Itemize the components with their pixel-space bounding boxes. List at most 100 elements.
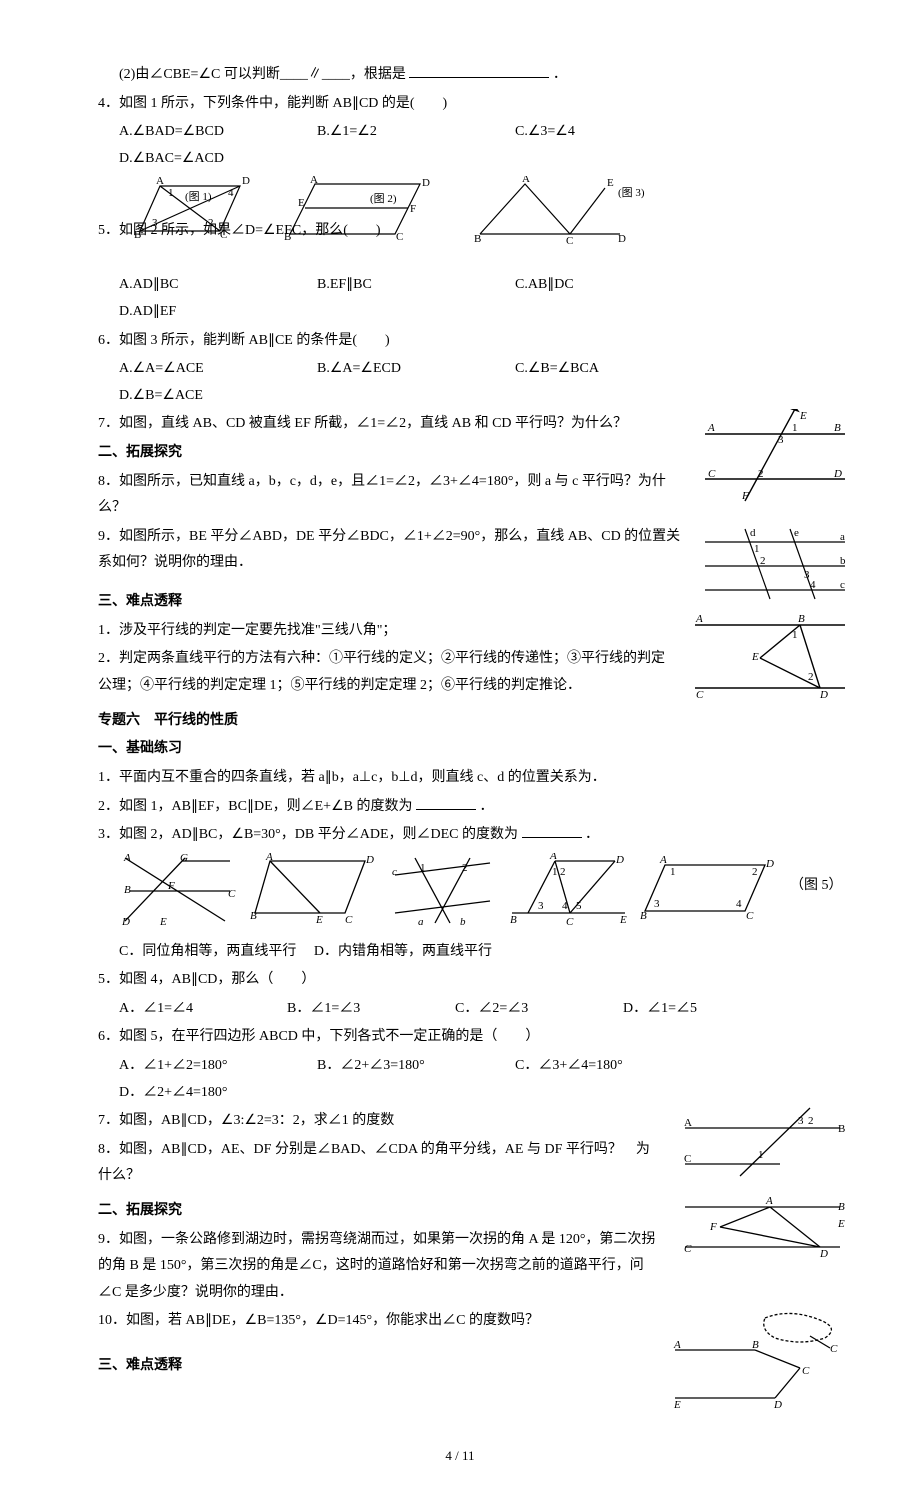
svg-text:A: A — [765, 1195, 773, 1207]
svg-text:B: B — [834, 422, 841, 434]
q3-sub2-tail: ． — [553, 67, 567, 82]
p1: 1．平面内互不重合的四条直线，若 a∥b，a⊥c，b⊥d，则直线 c、d 的位置… — [70, 765, 850, 792]
svg-text:4: 4 — [810, 579, 816, 591]
q4-opt-d: D.∠BAC=∠ACD — [119, 146, 269, 173]
svg-text:A: A — [310, 176, 318, 186]
p9: 9．如图，一条公路修到湖边时，需拐弯绕湖而过，如果第一次拐的角 A 是 120°… — [70, 1227, 658, 1307]
svg-text:A: A — [123, 853, 131, 864]
svg-text:C: C — [708, 468, 716, 480]
q4-opt-b: B.∠1=∠2 — [317, 119, 467, 146]
p5-opt-a: A．∠1=∠4 — [119, 996, 239, 1023]
svg-text:A: A — [673, 1339, 681, 1351]
p5: 5．如图 4，AB∥CD，那么（ ） — [70, 967, 850, 994]
svg-text:A: A — [707, 422, 715, 434]
svg-text:D: D — [833, 468, 842, 480]
svg-text:E: E — [619, 914, 627, 926]
svg-text:F: F — [167, 880, 175, 892]
q3-blank — [409, 63, 549, 78]
svg-text:1: 1 — [168, 187, 174, 199]
figure-q7: AB CD EF 123 — [700, 409, 850, 504]
p-fig2: AD BEC — [250, 853, 380, 928]
svg-text:E: E — [751, 651, 759, 663]
p6-opt-d: D．∠2+∠4=180° — [119, 1080, 269, 1107]
p-fig3: cab 12 — [390, 853, 500, 928]
svg-text:2: 2 — [758, 468, 764, 480]
q5-opt-b: B.EF∥BC — [317, 272, 467, 299]
q5-options: A.AD∥BC B.EF∥BC C.AB∥DC D.AD∥EF — [70, 272, 850, 325]
q4: 4．如图 1 所示，下列条件中，能判断 AB∥CD 的是( ) — [70, 91, 850, 118]
p6: 6．如图 5，在平行四边形 ABCD 中，下列各式不一定正确的是（ ） — [70, 1024, 850, 1051]
p5-opt-d: D．∠1=∠5 — [623, 996, 743, 1023]
svg-text:c: c — [392, 866, 397, 878]
p-fig1: AG BC DE F — [120, 853, 240, 928]
svg-text:4: 4 — [736, 898, 742, 910]
svg-text:C: C — [696, 689, 704, 700]
q4-opt-a: A.∠BAD=∠BCD — [119, 119, 269, 146]
svg-text:D: D — [819, 689, 828, 700]
svg-text:B: B — [250, 910, 257, 922]
q6-opt-a: A.∠A=∠ACE — [119, 356, 269, 383]
fig5-label: （图 5） — [790, 873, 843, 900]
svg-text:B: B — [510, 914, 517, 926]
topic-6-title: 专题六 平行线的性质 — [70, 708, 850, 735]
q6: 6．如图 3 所示，能判断 AB∥CE 的条件是( ) — [70, 328, 850, 355]
q5-opt-c: C.AB∥DC — [515, 272, 665, 299]
svg-text:D: D — [121, 916, 130, 928]
q6-opt-c: C.∠B=∠BCA — [515, 356, 665, 383]
p5-opt-c: C．∠2=∠3 — [455, 996, 575, 1023]
p4-opt-c: C．同位角相等，两直线平行 — [119, 944, 296, 959]
svg-text:1: 1 — [792, 629, 798, 641]
q3-sub2-text: (2)由∠CBE=∠C 可以判断____∥____，根据是 — [119, 67, 406, 82]
svg-text:A: A — [659, 854, 667, 866]
svg-text:B: B — [838, 1201, 845, 1213]
svg-text:C: C — [345, 914, 353, 926]
svg-text:F: F — [741, 490, 749, 502]
figure-p9: AB FE CD — [680, 1192, 850, 1262]
svg-text:A: A — [156, 176, 164, 187]
q6-opt-d: D.∠B=∠ACE — [119, 383, 269, 410]
p6-opt-c: C．∠3+∠4=180° — [515, 1053, 665, 1080]
svg-text:2: 2 — [808, 1115, 814, 1127]
figure-row-2: AG BC DE F AD BEC cab 12 AD BCE 12 — [70, 853, 850, 933]
svg-text:E: E — [837, 1218, 845, 1230]
svg-text:3: 3 — [538, 900, 544, 912]
svg-text:B: B — [124, 884, 131, 896]
svg-text:B: B — [798, 613, 805, 625]
svg-text:A: A — [695, 613, 703, 625]
p2-blank — [416, 795, 476, 810]
svg-text:3: 3 — [798, 1115, 804, 1127]
q4-opt-c: C.∠3=∠4 — [515, 119, 665, 146]
p3-text: 3．如图 2，AD∥BC，∠B=30°，DB 平分∠ADE，则∠DEC 的度数为 — [98, 827, 518, 842]
svg-text:d: d — [750, 527, 756, 539]
p5-options: A．∠1=∠4 B．∠1=∠3 C．∠2=∠3 D．∠1=∠5 — [70, 996, 850, 1023]
svg-text:D: D — [765, 858, 774, 870]
svg-text:a: a — [840, 531, 845, 543]
svg-text:1: 1 — [754, 543, 760, 555]
svg-text:a: a — [418, 916, 424, 928]
svg-text:2: 2 — [560, 866, 566, 878]
svg-text:1: 1 — [670, 866, 676, 878]
p6-options: A．∠1+∠2=180° B．∠2+∠3=180° C．∠3+∠4=180° D… — [70, 1053, 850, 1106]
p3: 3．如图 2，AD∥BC，∠B=30°，DB 平分∠ADE，则∠DEC 的度数为… — [70, 822, 850, 849]
svg-text:2: 2 — [752, 866, 758, 878]
svg-text:E: E — [799, 410, 807, 422]
q5: 5．如图 2 所示，如果∠D=∠EFC，那么( ) — [70, 218, 878, 245]
p3-tail: ． — [585, 827, 599, 842]
svg-text:b: b — [840, 555, 846, 567]
svg-text:(图 1): (图 1) — [185, 190, 212, 203]
svg-text:(图 2): (图 2) — [370, 192, 397, 205]
p-fig4: AD BCE 12 345 — [510, 853, 630, 928]
svg-text:1: 1 — [758, 1149, 764, 1161]
p4-options: C．同位角相等，两直线平行 D．内错角相等，两直线平行 — [70, 939, 850, 966]
svg-text:B: B — [640, 910, 647, 922]
p5-opt-b: B．∠1=∠3 — [287, 996, 407, 1023]
svg-text:C: C — [830, 1343, 838, 1355]
svg-text:1: 1 — [552, 866, 558, 878]
svg-text:C: C — [746, 910, 754, 922]
svg-text:e: e — [794, 527, 799, 539]
svg-text:D: D — [365, 854, 374, 866]
p6-opt-a: A．∠1+∠2=180° — [119, 1053, 269, 1080]
p6-opt-b: B．∠2+∠3=180° — [317, 1053, 467, 1080]
svg-text:2: 2 — [462, 862, 468, 874]
svg-text:b: b — [460, 916, 466, 928]
